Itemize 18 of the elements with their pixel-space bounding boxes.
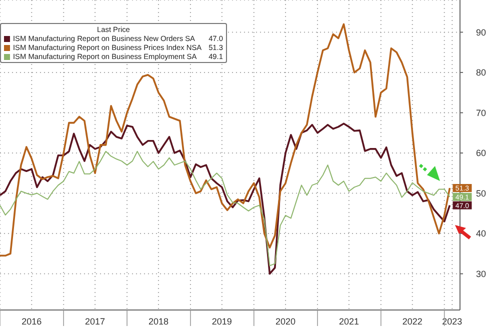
y-tick-label: 70 bbox=[476, 108, 486, 118]
x-tick-label: 2023 bbox=[442, 316, 462, 326]
line-series bbox=[0, 23, 451, 257]
x-tick-label: 2018 bbox=[148, 316, 169, 326]
line-series bbox=[0, 150, 450, 266]
x-tick-label: 2016 bbox=[22, 316, 42, 326]
y-tick-label: 40 bbox=[476, 228, 486, 239]
x-tick-label: 2017 bbox=[85, 316, 106, 326]
y-tick-label: 80 bbox=[476, 68, 486, 78]
y-tick-label: 50 bbox=[476, 188, 486, 198]
line-series bbox=[0, 122, 451, 275]
y-tick-label: 60 bbox=[476, 148, 486, 158]
x-tick-label: 2021 bbox=[338, 316, 359, 326]
x-tick-label: 2019 bbox=[212, 316, 232, 326]
x-tick-label: 2020 bbox=[276, 316, 296, 326]
y-tick-label: 30 bbox=[476, 268, 486, 279]
x-tick-label: 2022 bbox=[402, 316, 422, 326]
y-tick-label: 90 bbox=[476, 27, 486, 38]
